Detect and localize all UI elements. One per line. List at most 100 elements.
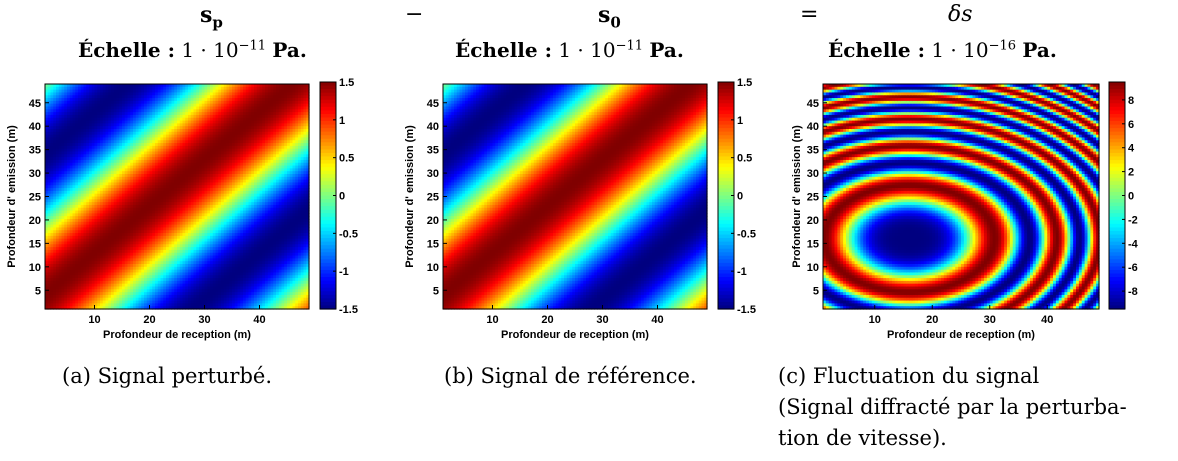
heatmap-cell (64, 289, 68, 293)
heatmap-cell (155, 199, 159, 203)
heatmap-cell (141, 247, 145, 251)
heatmap-cell (80, 143, 85, 147)
heatmap-cell (113, 165, 118, 169)
heatmap-cell (116, 120, 120, 124)
heatmap-cell (108, 221, 112, 226)
heatmap-cell (100, 261, 104, 265)
heatmap-cell (190, 272, 195, 276)
heatmap-cell (94, 159, 98, 164)
heatmap-cell (179, 134, 184, 139)
heatmap-cell (116, 216, 120, 220)
heatmap-cell (113, 264, 118, 268)
heatmap-cell (188, 188, 192, 192)
heatmap-cell (141, 100, 145, 105)
heatmap-cell (75, 204, 79, 209)
heatmap-cell (199, 95, 203, 99)
heatmap-cell (58, 266, 63, 271)
heatmap-cell (146, 171, 151, 175)
heatmap-cell (56, 162, 60, 167)
heatmap-cell (89, 84, 93, 88)
heatmap-cell (144, 100, 148, 105)
heatmap-cell (199, 148, 203, 153)
heatmap-cell (72, 199, 76, 203)
heatmap-cell (83, 109, 87, 113)
heatmap-cell (204, 283, 208, 288)
heatmap-cell (86, 199, 90, 203)
heatmap-cell (215, 120, 219, 124)
heatmap-cell (204, 123, 208, 127)
heatmap-cell (207, 112, 211, 116)
heatmap-cell (45, 216, 49, 220)
heatmap-cell (212, 143, 217, 147)
heatmap-cell (144, 190, 148, 195)
heatmap-cell (124, 221, 129, 226)
heatmap-cell (177, 224, 181, 229)
heatmap-cell (190, 269, 195, 274)
heatmap-cell (188, 235, 192, 240)
heatmap-cell (199, 140, 203, 144)
heatmap-cell (113, 84, 118, 88)
heatmap-cell (75, 241, 79, 245)
heatmap-cell (111, 157, 115, 161)
heatmap-cell (108, 238, 112, 243)
heatmap-cell (157, 140, 162, 144)
heatmap-cell (67, 140, 71, 144)
heatmap-cell (100, 252, 104, 257)
heatmap-cell (94, 190, 98, 195)
heatmap-cell (105, 255, 109, 259)
heatmap-cell (133, 174, 137, 178)
heatmap-cell (61, 176, 65, 181)
heatmap-cell (89, 286, 93, 290)
heatmap-cell (72, 86, 76, 91)
heatmap-cell (207, 92, 211, 96)
heatmap-cell (50, 241, 54, 245)
heatmap-cell (210, 227, 214, 231)
heatmap-cell (97, 233, 101, 237)
heatmap-cell (212, 165, 217, 169)
heatmap-cell (108, 157, 112, 161)
heatmap-cell (171, 157, 175, 161)
heatmap-cell (199, 261, 203, 265)
heatmap-cell (160, 294, 164, 299)
heatmap-cell (163, 196, 167, 200)
heatmap-cell (135, 221, 140, 226)
heatmap-cell (130, 120, 134, 124)
heatmap-cell (72, 120, 76, 124)
heatmap-cell (111, 196, 115, 200)
heatmap-cell (94, 131, 98, 136)
heatmap-cell (166, 176, 170, 181)
heatmap-cell (201, 145, 206, 150)
heatmap-cell (133, 193, 137, 198)
heatmap-cell (146, 233, 151, 237)
heatmap-cell (166, 227, 170, 231)
heatmap-cell (50, 238, 54, 243)
heatmap-cell (157, 145, 162, 150)
heatmap-cell (122, 114, 126, 119)
heatmap-cell (91, 179, 96, 184)
heatmap-cell (91, 275, 96, 279)
heatmap-cell (105, 235, 109, 240)
heatmap-cell (67, 241, 71, 245)
heatmap-cell (207, 300, 211, 304)
heatmap-cell (174, 272, 178, 276)
heatmap-cell (97, 179, 101, 184)
heatmap-cell (166, 148, 170, 153)
heatmap-cell (94, 165, 98, 169)
heatmap-cell (144, 120, 148, 124)
heatmap-cell (80, 154, 85, 158)
heatmap-cell (61, 227, 65, 231)
heatmap-cell (78, 264, 82, 268)
heatmap-cell (53, 294, 57, 299)
heatmap-cell (157, 306, 162, 310)
heatmap-cell (67, 264, 71, 268)
heatmap-cell (160, 235, 164, 240)
heatmap-cell (168, 241, 173, 245)
heatmap-cell (67, 165, 71, 169)
heatmap-cell (67, 233, 71, 237)
heatmap-cell (204, 300, 208, 304)
heatmap-cell (155, 159, 159, 164)
heatmap-cell (212, 182, 217, 186)
heatmap-cell (155, 244, 159, 248)
heatmap-cell (133, 224, 137, 229)
heatmap-cell (193, 303, 197, 307)
